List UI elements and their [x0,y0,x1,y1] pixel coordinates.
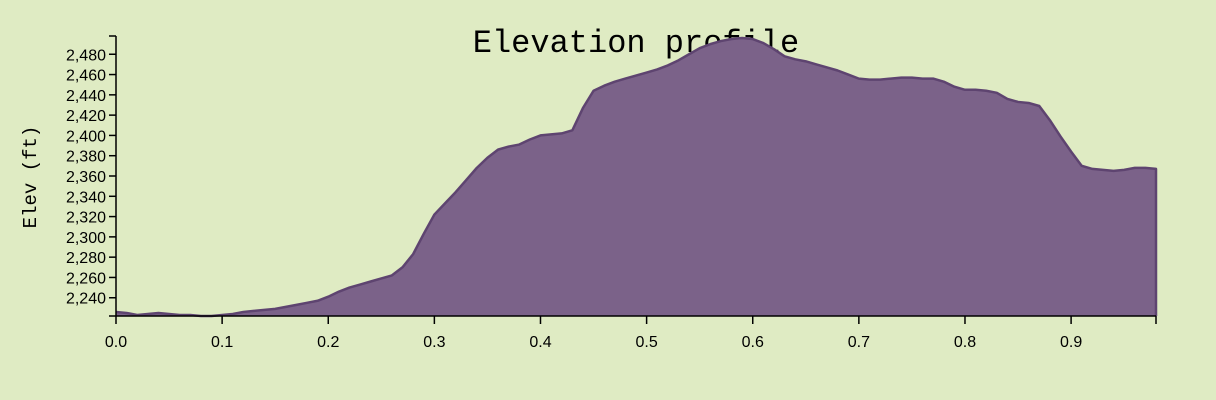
y-tick-label: 2,300 [66,230,106,247]
y-tick-label: 2,480 [66,47,106,64]
area-layer [115,36,1158,318]
x-tick-label: 0.7 [848,334,870,351]
y-tick-label: 2,420 [66,108,106,125]
x-tick-label: 0.8 [954,334,976,351]
x-tick-label: 0.0 [105,334,127,351]
x-tick-label: 0.5 [635,334,657,351]
y-axis-label: Elev (ft) [20,126,42,229]
x-tick-label: 0.4 [529,334,551,351]
y-tick-label: 2,400 [66,128,106,145]
y-tick-label: 2,360 [66,169,106,186]
elevation-line [115,36,1158,318]
y-tick-label: 2,280 [66,250,106,267]
x-tick-label: 0.1 [211,334,233,351]
y-tick-label: 2,380 [66,149,106,166]
y-tick-label: 2,320 [66,210,106,227]
x-tick-label: 0.6 [742,334,764,351]
x-tick-label: 0.9 [1060,334,1082,351]
axes: 2,240 2,260 2,280 2,300 2,320 2,340 2,360 2,380… [66,35,1157,351]
y-tick-label: 2,460 [66,68,106,85]
y-tick-label: 2,440 [66,88,106,105]
elevation-area [116,38,1156,316]
x-tick-label: 0.2 [317,334,339,351]
y-tick-label: 2,340 [66,189,106,206]
y-tick-label: 2,240 [66,291,106,308]
x-tick-label: 0.3 [423,334,445,351]
y-tick-label: 2,260 [66,270,106,287]
